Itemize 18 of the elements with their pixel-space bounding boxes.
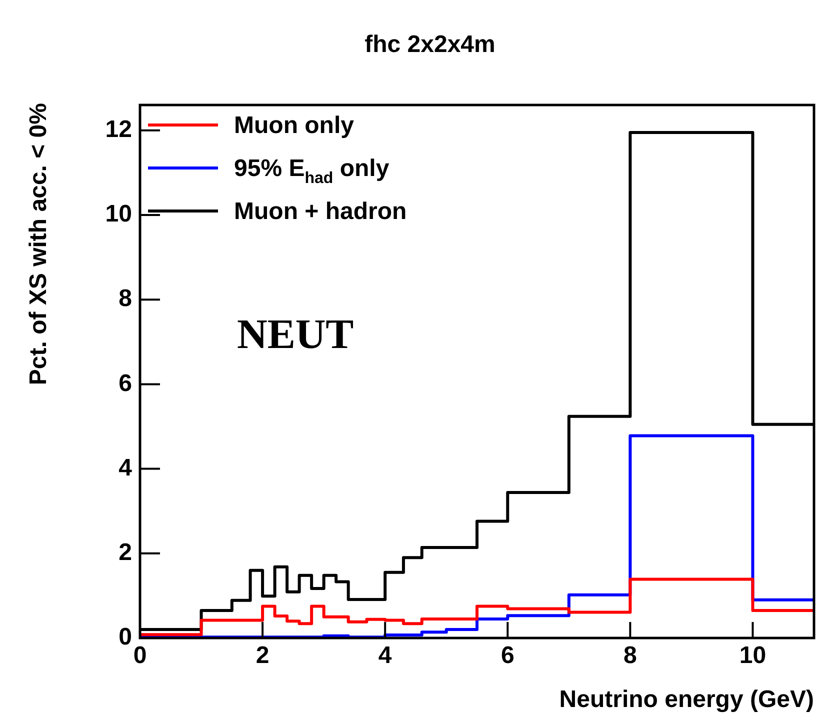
y-tick-label: 4 [118,454,133,482]
chart-title: fhc 2x2x4m [364,31,496,58]
x-axis-title: Neutrino energy (GeV) [559,686,814,713]
x-tick-label: 10 [739,642,766,670]
legend-label: Muon only [234,112,355,139]
x-tick-label: 2 [256,642,270,670]
y-tick-label: 12 [105,116,132,144]
y-tick-label: 8 [118,285,132,312]
y-tick-label: 6 [118,370,132,397]
y-tick-label: 0 [118,624,132,651]
y-axis-title: Pct. of XS with acc. < 0% [25,103,52,386]
y-tick-label: 10 [105,200,132,228]
x-tick-label: 4 [378,642,392,670]
legend-label: Muon + hadron [234,198,407,225]
x-tick-label: 6 [500,642,514,670]
annotation: NEUT [237,312,354,358]
y-tick-label: 2 [118,539,132,566]
x-tick-label: 8 [624,642,637,670]
